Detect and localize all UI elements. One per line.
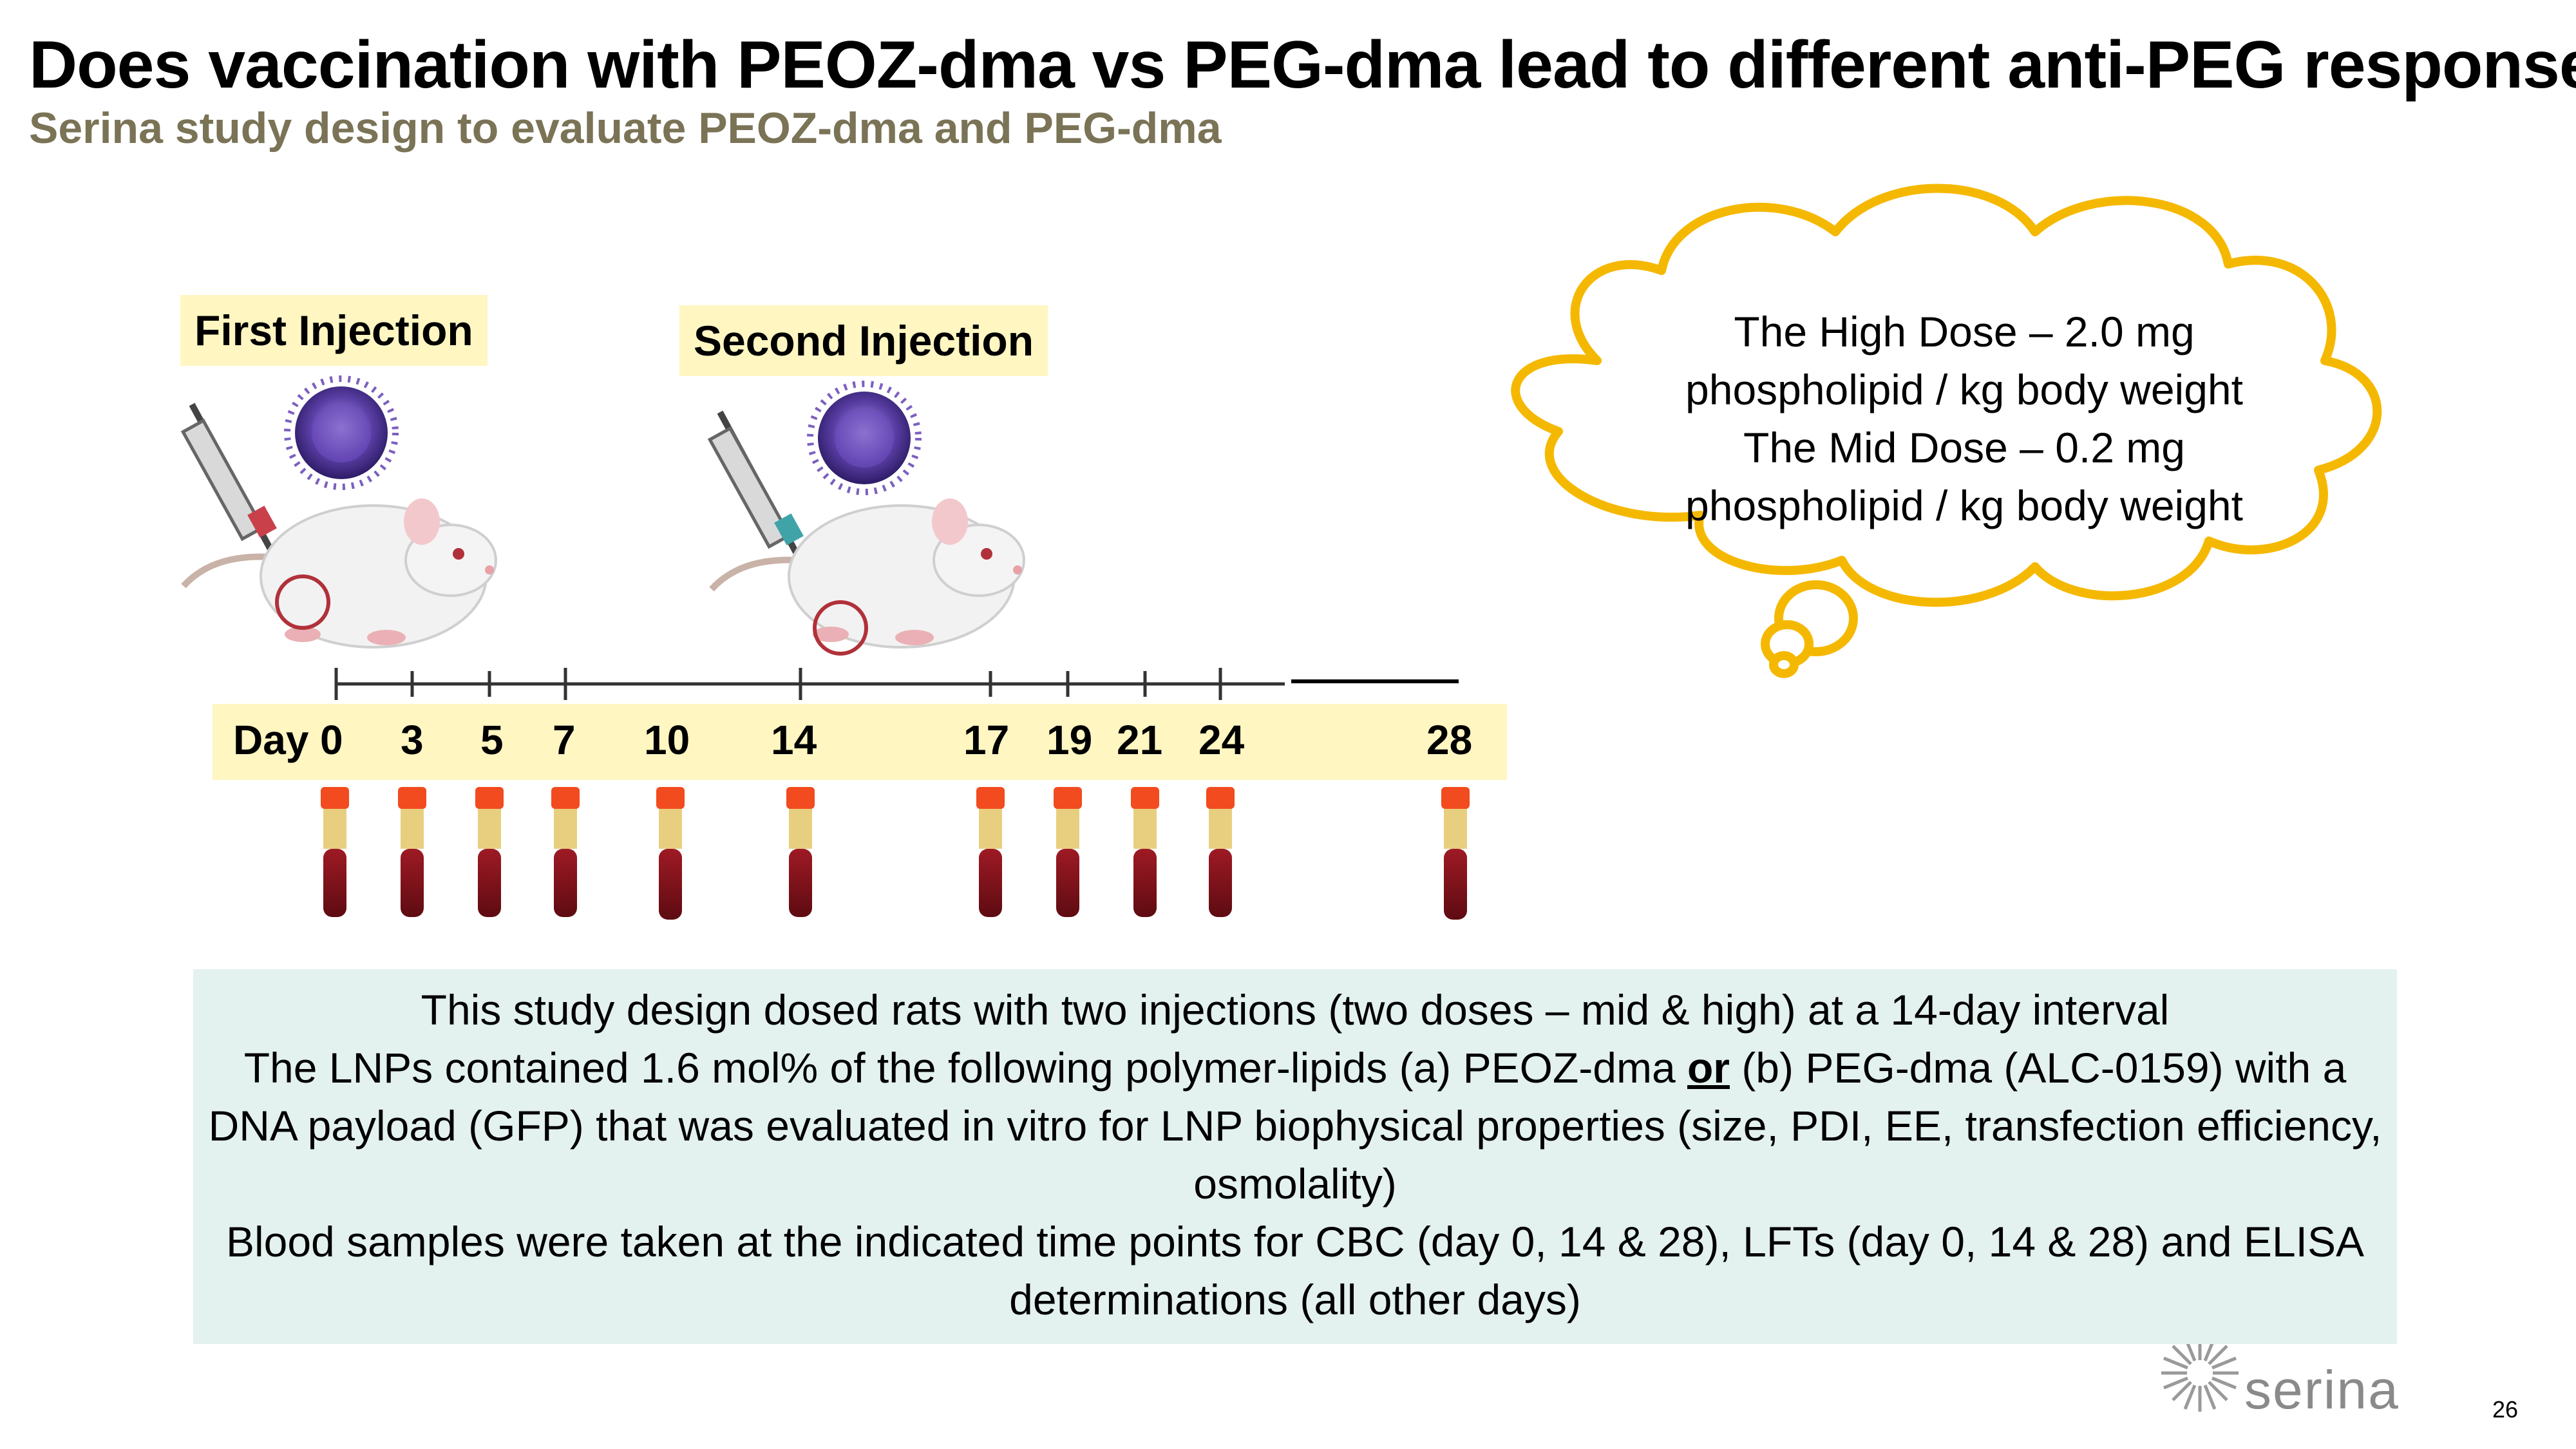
blood-tube-day-19 [1054, 787, 1082, 917]
day-prefix: Day [233, 717, 309, 763]
blood-tube-day-0 [321, 787, 349, 917]
page-number: 26 [2492, 1396, 2519, 1423]
day-label-14: 14 [771, 717, 817, 763]
day-label-19: 19 [1046, 717, 1093, 763]
dose-line-4: phospholipid / kg body weight [1685, 482, 2243, 529]
blood-tube-day-14 [786, 787, 815, 917]
day-label-10: 10 [644, 717, 690, 763]
day-label-5: 5 [480, 717, 504, 763]
rat-icon-2 [709, 498, 1025, 656]
second-injection-label: Second Injection [679, 305, 1048, 376]
day-label-0: 0 [320, 717, 343, 763]
blood-tubes [321, 787, 1470, 920]
study-description-box [193, 969, 2397, 1344]
day-label-17: 17 [963, 717, 1010, 763]
description-line-1: This study design dosed rats with two in… [421, 986, 2170, 1034]
serina-logo-icon [2161, 1334, 2239, 1412]
slide-title: Does vaccination with PEOZ-dma vs PEG-dm… [29, 28, 2576, 102]
dose-line-3: The Mid Dose – 0.2 mg [1743, 424, 2185, 471]
description-line-2a: The LNPs contained 1.6 mol% of the follo… [243, 1044, 1687, 1092]
day-label-7: 7 [553, 717, 576, 763]
day-label-24: 24 [1198, 717, 1245, 763]
blood-tube-day-28 [1441, 787, 1470, 920]
day-label-3: 3 [401, 717, 424, 763]
description-line-3: Blood samples were taken at the indicate… [225, 1218, 2365, 1323]
dose-line-2: phospholipid / kg body weight [1685, 366, 2243, 413]
rat-icon-1 [181, 498, 497, 649]
serina-logo-text: serina [2244, 1359, 2400, 1420]
day-label-28: 28 [1426, 717, 1473, 763]
description-line-2b: (b) PEG-dma (ALC-0159) with a DNA payloa… [208, 1044, 2382, 1208]
blood-tube-day-5 [475, 787, 504, 917]
blood-tube-day-7 [551, 787, 580, 917]
blood-tube-day-3 [398, 787, 426, 917]
thought-cloud [1511, 184, 2382, 678]
emphasis-or: or [1687, 1044, 1730, 1092]
dose-info: The High Dose – 2.0 mg phospholipid / kg… [1533, 303, 2396, 535]
blood-tube-day-21 [1131, 787, 1159, 917]
first-injection-label: First Injection [180, 295, 488, 366]
blood-tube-day-10 [656, 787, 685, 920]
study-description-text: This study design dosed rats with two in… [193, 981, 2397, 1329]
day-label-21: 21 [1117, 717, 1163, 763]
virus-icon-1 [284, 375, 399, 490]
syringe-icon-1 [180, 402, 281, 565]
syringe-icon-2 [707, 410, 807, 569]
slide-subtitle: Serina study design to evaluate PEOZ-dma… [29, 104, 1222, 153]
description-line-2: The LNPs contained 1.6 mol% of the follo… [193, 1039, 2397, 1213]
dose-line-1: The High Dose – 2.0 mg [1734, 308, 2195, 355]
blood-tube-day-24 [1206, 787, 1235, 917]
timeline-axis [334, 668, 1459, 700]
day-label-bar [213, 704, 1507, 780]
virus-icon-2 [807, 381, 922, 495]
blood-tube-day-17 [976, 787, 1005, 917]
